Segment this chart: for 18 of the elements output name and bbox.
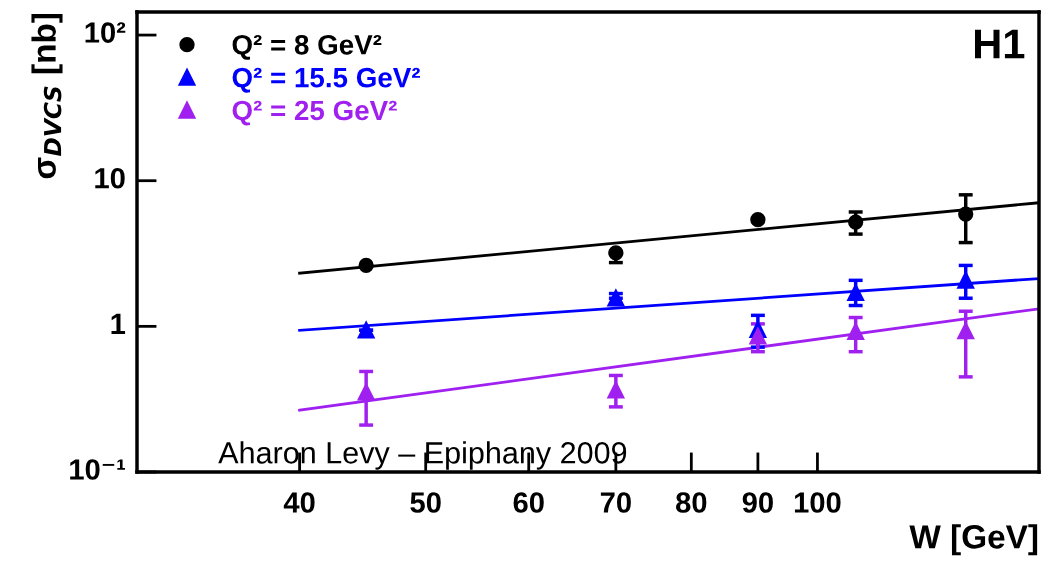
legend-label: Q² = 25 GeV²	[232, 100, 397, 126]
y-tick-label: 1	[111, 313, 126, 334]
x-axis-title: W [GeV]	[909, 524, 1038, 556]
legend-label: Q² = 15.5 GeV²	[232, 67, 420, 93]
annotation: Aharon Levy – Epiphany 2009	[218, 441, 627, 470]
y-tick-label: 10⁻¹	[70, 459, 125, 480]
y-axis-title: σ$_{DVCS}$ [nb]	[31, 13, 63, 179]
x-tick-label: 40	[283, 492, 315, 513]
x-tick-label: 50	[410, 492, 441, 513]
legend-label: Q² = 8 GeV²	[232, 34, 382, 60]
x-tick-label: 100	[794, 492, 841, 513]
x-tick-label: 80	[676, 492, 707, 513]
y-tick-label: 10²	[85, 22, 126, 43]
x-tick-label: 90	[742, 492, 773, 513]
y-tick-label: 10	[95, 167, 125, 189]
x-tick-label: 70	[600, 492, 631, 513]
x-tick-label: 60	[513, 492, 544, 513]
annotation: H1	[974, 29, 1025, 59]
